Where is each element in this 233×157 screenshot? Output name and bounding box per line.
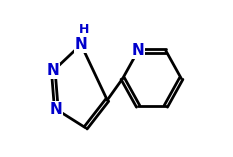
Text: N: N (132, 43, 144, 58)
Text: N: N (75, 37, 87, 52)
Text: N: N (50, 102, 63, 117)
Text: H: H (79, 23, 89, 36)
Text: N: N (47, 63, 60, 78)
